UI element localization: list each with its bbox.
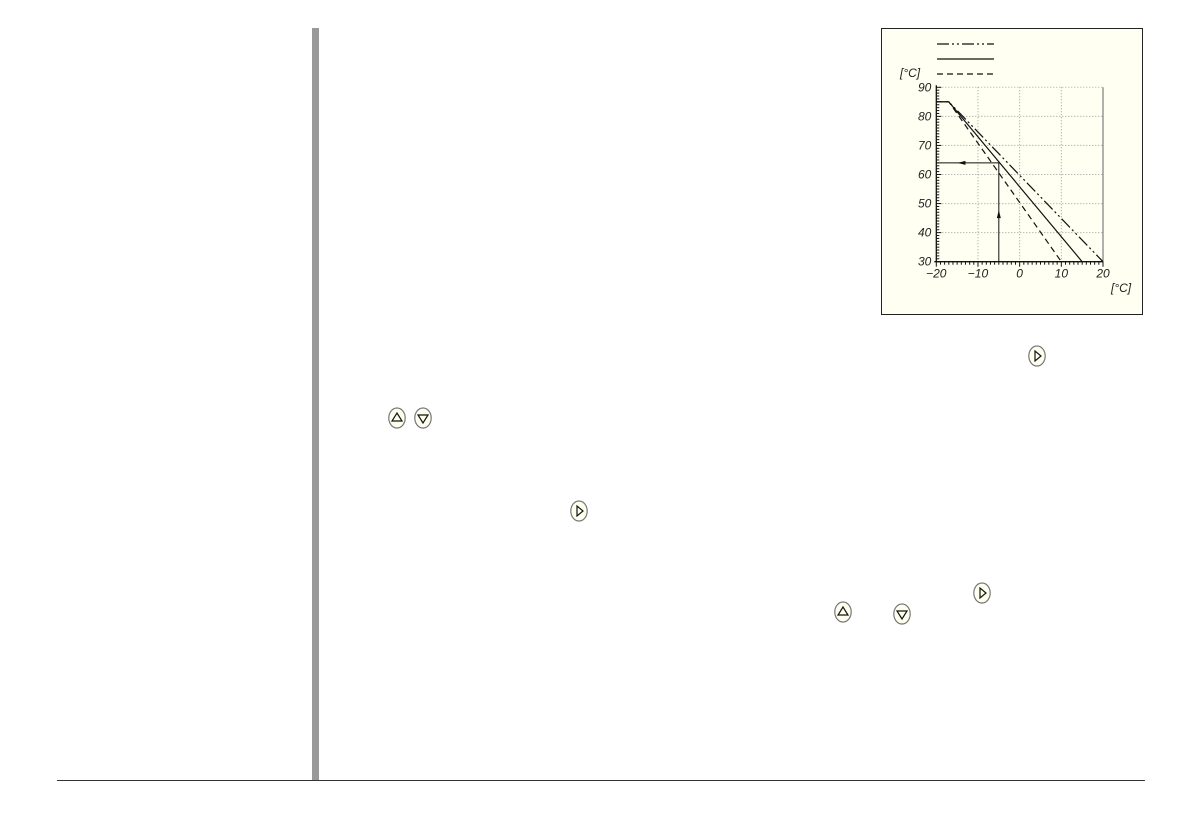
right-arrow-key-icon [570,500,588,522]
y-axis-label: [°C] [899,66,921,80]
right-arrow-key-icon [973,582,991,604]
up-arrow-key-icon [834,601,852,623]
y-tick-label: 80 [918,109,932,123]
x-tick-label: 10 [1055,267,1069,281]
y-tick-label: 30 [918,255,932,269]
up-arrow-key-icon [388,407,406,429]
series-line-solid [936,101,1083,263]
down-arrow-key-icon [414,407,432,429]
x-axis-label: [°C] [1110,281,1132,295]
y-tick-label: 60 [918,168,932,182]
series-line-dashed [936,101,1062,263]
arrow-up-icon [996,210,1001,219]
down-arrow-key-icon [893,603,911,625]
x-tick-label: 20 [1095,267,1110,281]
x-tick-label: −20 [926,267,947,281]
footer-rule [57,780,1145,781]
x-tick-label: −10 [968,267,989,281]
margin-bar [312,28,319,780]
x-tick-label: 0 [1016,267,1023,281]
y-tick-label: 50 [918,197,932,211]
y-tick-label: 40 [918,226,932,240]
right-arrow-key-icon [1028,345,1046,367]
y-tick-label: 70 [918,138,932,152]
heating-curve-chart: −20 −10 0 10 20 30 40 50 60 70 80 90 [°C] [°C] [881,28,1143,315]
arrow-left-icon [957,160,966,165]
y-tick-label: 90 [918,80,932,94]
